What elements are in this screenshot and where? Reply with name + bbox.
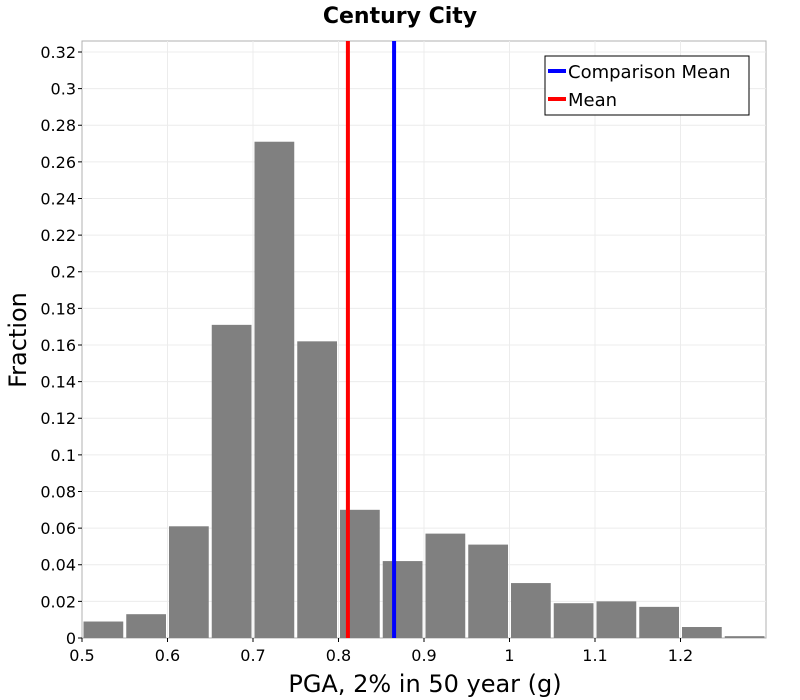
y-tick-label: 0.1 xyxy=(51,446,76,465)
histogram-bar xyxy=(297,341,337,638)
y-tick-label: 0.3 xyxy=(51,80,76,99)
x-tick-label: 0.6 xyxy=(155,646,180,665)
histogram-bar xyxy=(254,141,295,638)
y-tick-label: 0.12 xyxy=(40,409,76,428)
x-tick-label: 0.7 xyxy=(240,646,265,665)
legend-label-comparison-mean: Comparison Mean xyxy=(568,62,731,83)
legend-box xyxy=(544,55,750,116)
legend-label-mean: Mean xyxy=(568,90,617,111)
y-tick-label: 0.08 xyxy=(40,482,76,501)
x-tick-label: 0.8 xyxy=(326,646,351,665)
x-tick-label: 1 xyxy=(504,646,514,665)
histogram-bar xyxy=(596,601,637,638)
histogram-bar xyxy=(382,561,423,638)
grid-lines xyxy=(82,41,766,638)
y-tick-label: 0.24 xyxy=(40,189,76,208)
y-tick-label: 0.16 xyxy=(40,336,76,355)
y-tick-label: 0.04 xyxy=(40,556,76,575)
histogram-bar xyxy=(425,533,466,638)
y-tick-label: 0.22 xyxy=(40,226,76,245)
y-tick-label: 0.28 xyxy=(40,116,76,135)
y-axis-label: Fraction xyxy=(4,292,32,388)
x-tick-label: 0.5 xyxy=(69,646,94,665)
y-tick-label: 0.14 xyxy=(40,373,76,392)
y-tick-label: 0.26 xyxy=(40,153,76,172)
y-tick-label: 0 xyxy=(66,629,76,648)
histogram-bar xyxy=(511,583,551,638)
y-tick-label: 0.18 xyxy=(40,299,76,318)
histogram-bar xyxy=(682,627,722,638)
histogram-bar xyxy=(468,544,508,638)
mean-lines-group xyxy=(345,41,397,638)
y-axis-ticks: 0 0.02 0.04 0.06 0.08 0.1 0.12 0.14 0.16 0.18 0.2 0… xyxy=(40,43,82,648)
histogram-bar xyxy=(83,621,124,638)
y-tick-label: 0.32 xyxy=(40,43,76,62)
bars-group xyxy=(83,141,765,638)
x-axis-ticks: 0.5 0.6 0.7 0.8 0.9 1 1.1 1.2 xyxy=(69,638,693,665)
y-tick-label: 0.2 xyxy=(51,263,76,282)
histogram-bar xyxy=(724,636,765,638)
histogram-bar xyxy=(211,324,252,638)
histogram-bar xyxy=(126,614,166,638)
x-tick-label: 1.2 xyxy=(668,646,693,665)
histogram-bar xyxy=(639,606,679,638)
histogram-bar xyxy=(169,526,209,638)
y-tick-label: 0.02 xyxy=(40,592,76,611)
y-tick-label: 0.06 xyxy=(40,519,76,538)
x-axis-label: PGA, 2% in 50 year (g) xyxy=(288,670,561,698)
x-tick-label: 0.9 xyxy=(411,646,436,665)
legend: Comparison Mean Mean xyxy=(544,55,750,116)
histogram-bar xyxy=(553,603,594,638)
x-tick-label: 1.1 xyxy=(582,646,607,665)
chart-title: Century City xyxy=(323,4,477,29)
